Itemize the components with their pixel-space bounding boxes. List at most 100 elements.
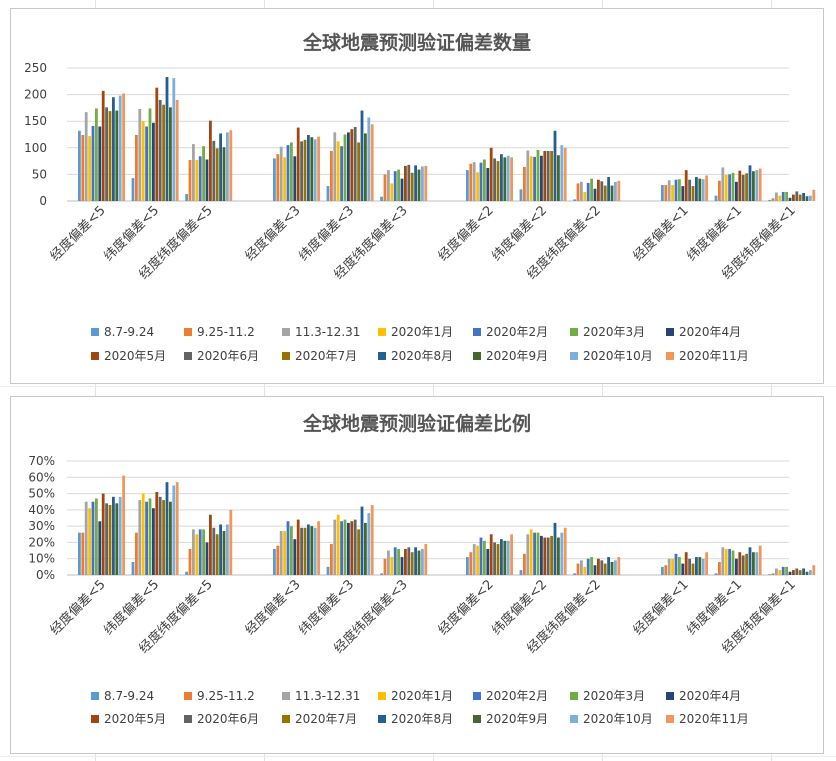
bar: [540, 155, 543, 201]
bar: [600, 181, 604, 201]
legend-swatch: [282, 352, 290, 360]
bar: [397, 548, 400, 575]
bar: [209, 514, 212, 575]
bar: [788, 197, 792, 201]
bar: [222, 147, 226, 201]
bar: [310, 526, 314, 575]
bar: [775, 568, 778, 575]
bar: [496, 544, 500, 575]
bar: [205, 542, 209, 575]
bar: [115, 503, 119, 575]
bar: [792, 194, 795, 201]
bar: [724, 548, 728, 575]
bar: [583, 566, 587, 575]
bar: [681, 563, 685, 575]
chart-panel-ratio[interactable]: 全球地震预测验证偏差比例 0% 10% 20% 30% 40% 50% 60% 70% 经度偏差…: [10, 396, 824, 754]
bar: [122, 475, 125, 575]
bar: [597, 558, 600, 575]
bar: [279, 531, 283, 575]
bar: [336, 141, 340, 201]
legend-entry: 2020年7月: [295, 349, 357, 363]
bar: [758, 168, 762, 201]
count-chart: 全球地震预测验证偏差数量 050100150200250经度偏差<5纬度偏差<5…: [24, 31, 816, 363]
legend-swatch: [184, 352, 192, 360]
bar: [226, 524, 229, 575]
bar: [273, 158, 276, 201]
bar: [543, 537, 547, 575]
bar: [748, 165, 752, 201]
legend-swatch: [378, 692, 386, 700]
bar: [617, 180, 621, 201]
chart-title: 全球地震预测验证偏差比例: [302, 412, 531, 435]
bar: [674, 179, 678, 201]
bar: [188, 548, 192, 575]
legend-entry: 2020年1月: [391, 689, 453, 703]
bar: [400, 178, 404, 201]
bar: [812, 189, 816, 201]
bar: [162, 104, 165, 201]
bar: [768, 574, 771, 575]
bar: [738, 552, 742, 575]
legend-entry: 9.25-11.2: [197, 689, 255, 703]
bar: [343, 519, 347, 575]
bar: [78, 130, 81, 201]
bar: [701, 558, 705, 575]
bar: [573, 199, 576, 201]
bar: [333, 132, 337, 201]
chart-panel-count[interactable]: 全球地震预测验证偏差数量 0 50 100 150 200 250 经度偏差<5 纬度偏差<5…: [10, 8, 824, 384]
bar: [526, 534, 530, 575]
bar: [688, 558, 691, 575]
bar: [695, 557, 698, 575]
bar: [795, 568, 799, 575]
bar: [781, 566, 785, 575]
y-tick-label: 40%: [28, 503, 55, 517]
legend-swatch: [378, 328, 386, 336]
legend-entry: 2020年9月: [486, 712, 548, 726]
bar: [667, 180, 671, 201]
bar: [593, 565, 597, 575]
bar: [135, 135, 138, 201]
bar: [590, 178, 593, 201]
legend-swatch: [91, 328, 99, 336]
legend-swatch: [184, 692, 192, 700]
bar: [489, 147, 493, 201]
bar: [503, 540, 507, 575]
y-tick-label: 70%: [28, 454, 55, 468]
bar: [353, 127, 357, 201]
bar: [529, 156, 533, 201]
bar: [410, 172, 414, 201]
bar: [476, 545, 479, 575]
bar: [543, 150, 547, 201]
bar: [664, 185, 668, 201]
bar: [664, 565, 668, 575]
bar: [286, 521, 290, 575]
bar: [661, 566, 664, 575]
legend-entry: 2020年10月: [583, 349, 653, 363]
bar: [610, 561, 614, 575]
bar: [148, 108, 152, 201]
bar: [307, 135, 310, 201]
bar: [721, 547, 725, 575]
bar: [317, 521, 320, 575]
bar: [798, 570, 802, 575]
bar: [155, 491, 159, 575]
y-tick-label: 200: [24, 88, 47, 102]
bar: [112, 496, 115, 575]
bar: [105, 107, 108, 201]
x-tick-label: 经度偏差<2: [435, 577, 497, 639]
bar: [417, 169, 421, 201]
bar: [310, 137, 314, 201]
bar: [293, 539, 297, 575]
bar: [586, 558, 590, 575]
legend-entry: 8.7-9.24: [104, 325, 154, 339]
y-tick-label: 100: [24, 141, 47, 155]
bar: [84, 501, 88, 575]
bar: [731, 172, 735, 201]
bar: [768, 199, 771, 201]
legend-entry: 11.3-12.31: [295, 689, 360, 703]
bar: [202, 529, 205, 575]
bar: [771, 198, 775, 201]
bar: [691, 186, 695, 201]
bar: [721, 167, 725, 201]
bar: [563, 527, 567, 575]
